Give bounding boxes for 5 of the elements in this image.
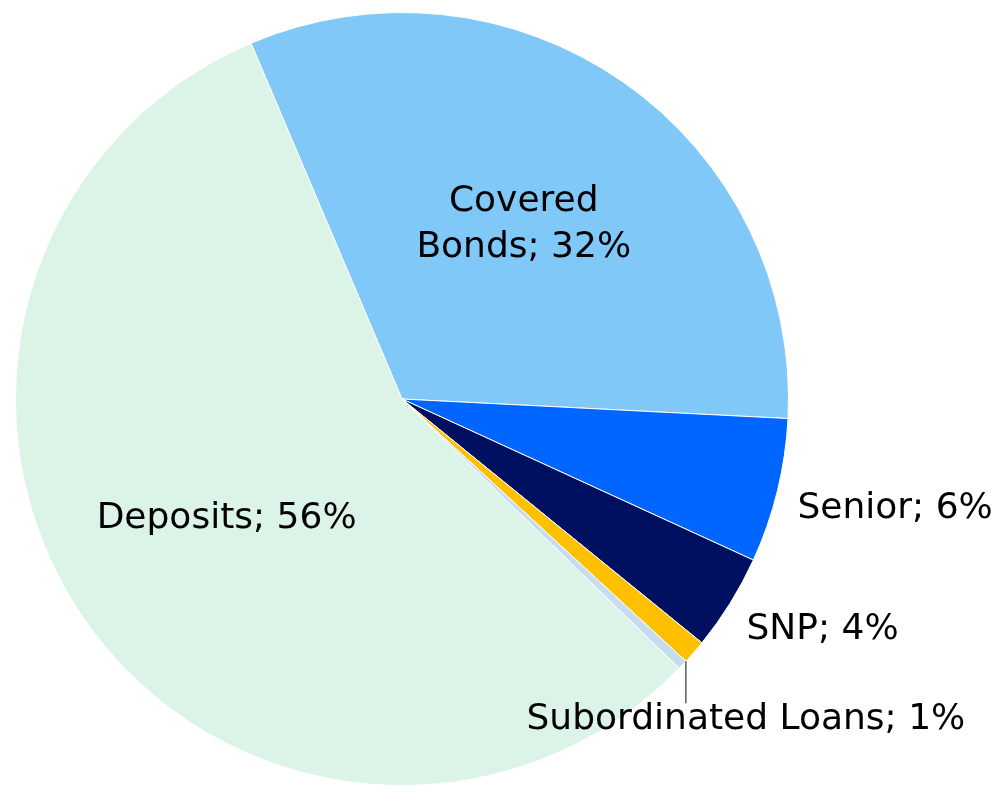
slice-label: Covered Bonds; 32% — [416, 178, 632, 266]
slice-label: Subordinated Loans; 1% — [526, 695, 966, 737]
slice-label: Deposits; 56% — [96, 495, 357, 537]
slice-label: SNP; 4% — [746, 605, 899, 647]
slice-label: Senior; 6% — [797, 484, 993, 526]
